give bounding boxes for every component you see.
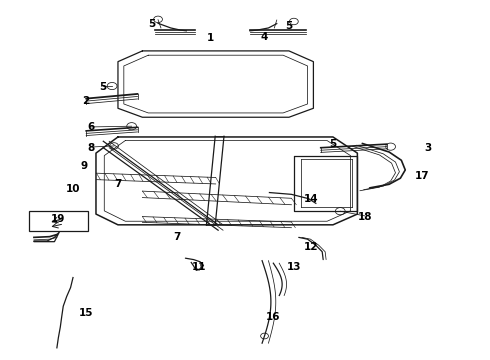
Text: 7: 7	[114, 179, 122, 189]
Text: 5: 5	[285, 21, 293, 31]
Text: 5: 5	[99, 82, 107, 92]
Text: 13: 13	[287, 262, 301, 272]
Text: 5: 5	[148, 19, 156, 29]
Text: 4: 4	[261, 32, 268, 41]
Text: 14: 14	[304, 194, 318, 204]
Bar	[29, 211, 88, 231]
Text: 17: 17	[415, 171, 429, 181]
Text: 10: 10	[66, 184, 80, 194]
Text: 7: 7	[173, 232, 180, 242]
Text: 2: 2	[83, 96, 90, 106]
Text: 16: 16	[266, 312, 281, 322]
Text: 18: 18	[358, 212, 372, 221]
Text: 11: 11	[191, 262, 206, 272]
Text: 12: 12	[304, 242, 318, 252]
Text: 1: 1	[207, 33, 215, 43]
Text: 19: 19	[51, 215, 66, 224]
Text: 5: 5	[329, 139, 337, 149]
Text: 8: 8	[87, 143, 95, 153]
Text: 3: 3	[425, 143, 432, 153]
Text: 9: 9	[80, 161, 87, 171]
Text: 15: 15	[79, 308, 94, 318]
Text: 6: 6	[87, 122, 95, 132]
